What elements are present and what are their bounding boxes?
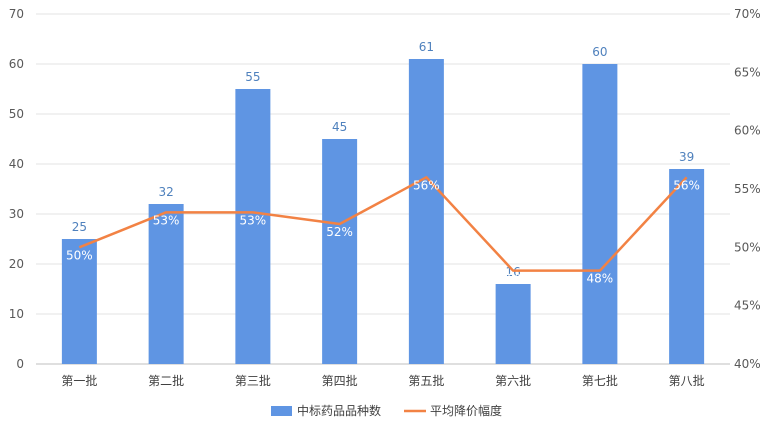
line-value-labels: 50% 53% 53% 52% 56% 48% 48% 56% xyxy=(66,178,700,285)
bar xyxy=(582,64,618,364)
category-label: 第二批 xyxy=(148,373,184,388)
legend-line-label: 平均降价幅度 xyxy=(430,403,502,418)
legend-bar-label: 中标药品品种数 xyxy=(297,403,381,418)
bar-value-label: 39 xyxy=(679,150,694,164)
right-tick-label: 70% xyxy=(734,7,761,21)
bar xyxy=(61,239,97,364)
left-tick-label: 60 xyxy=(9,57,24,71)
bar-value-label: 32 xyxy=(158,185,173,199)
bar-value-label: 45 xyxy=(332,120,347,134)
bar-value-label: 16 xyxy=(505,265,520,279)
left-tick-label: 30 xyxy=(9,207,24,221)
right-tick-label: 60% xyxy=(734,124,761,138)
category-label: 第七批 xyxy=(582,373,618,388)
bar xyxy=(495,284,531,364)
line-value-label: 48% xyxy=(500,272,527,286)
left-tick-label: 0 xyxy=(16,357,24,371)
category-label: 第五批 xyxy=(408,373,444,388)
category-label: 第四批 xyxy=(322,373,358,388)
bar-value-label: 25 xyxy=(72,220,87,234)
right-tick-label: 55% xyxy=(734,182,761,196)
bar-value-labels: 25 32 55 45 61 16 60 39 xyxy=(72,40,695,279)
line-value-label: 53% xyxy=(153,213,180,227)
bar-value-label: 55 xyxy=(245,70,260,84)
line-path xyxy=(78,176,688,272)
legend-bar-swatch xyxy=(271,406,292,416)
right-tick-label: 50% xyxy=(734,240,761,254)
line-value-label: 56% xyxy=(413,178,440,192)
left-tick-label: 20 xyxy=(9,257,24,271)
bar xyxy=(322,139,358,364)
bar-series xyxy=(61,59,705,364)
right-tick-label: 40% xyxy=(734,357,761,371)
bar xyxy=(669,169,705,364)
bar xyxy=(235,89,271,364)
legend: 中标药品品种数 平均降价幅度 xyxy=(271,403,502,418)
bar-value-label: 61 xyxy=(419,40,434,54)
left-tick-label: 50 xyxy=(9,107,24,121)
right-tick-label: 65% xyxy=(734,65,761,79)
bar-value-label: 60 xyxy=(592,45,607,59)
bar xyxy=(148,204,184,364)
left-axis: 0 10 20 30 40 50 60 70 xyxy=(9,7,24,371)
line-value-label: 48% xyxy=(587,272,614,286)
category-label: 第三批 xyxy=(235,373,271,388)
line-series xyxy=(78,176,688,272)
x-axis: 第一批 第二批 第三批 第四批 第五批 第六批 第七批 第八批 xyxy=(61,373,704,388)
category-label: 第八批 xyxy=(669,373,705,388)
left-tick-label: 70 xyxy=(9,7,24,21)
line-value-label: 56% xyxy=(673,178,700,192)
category-label: 第一批 xyxy=(61,373,97,388)
line-value-label: 52% xyxy=(326,225,353,239)
right-axis: 40% 45% 50% 55% 60% 65% 70% xyxy=(734,7,761,371)
right-tick-label: 45% xyxy=(734,299,761,313)
gridlines xyxy=(36,13,730,365)
bar xyxy=(408,59,444,364)
left-tick-label: 40 xyxy=(9,157,24,171)
left-tick-label: 10 xyxy=(9,307,24,321)
line-value-label: 50% xyxy=(66,248,93,262)
category-label: 第六批 xyxy=(495,373,531,388)
line-value-label: 53% xyxy=(240,213,267,227)
